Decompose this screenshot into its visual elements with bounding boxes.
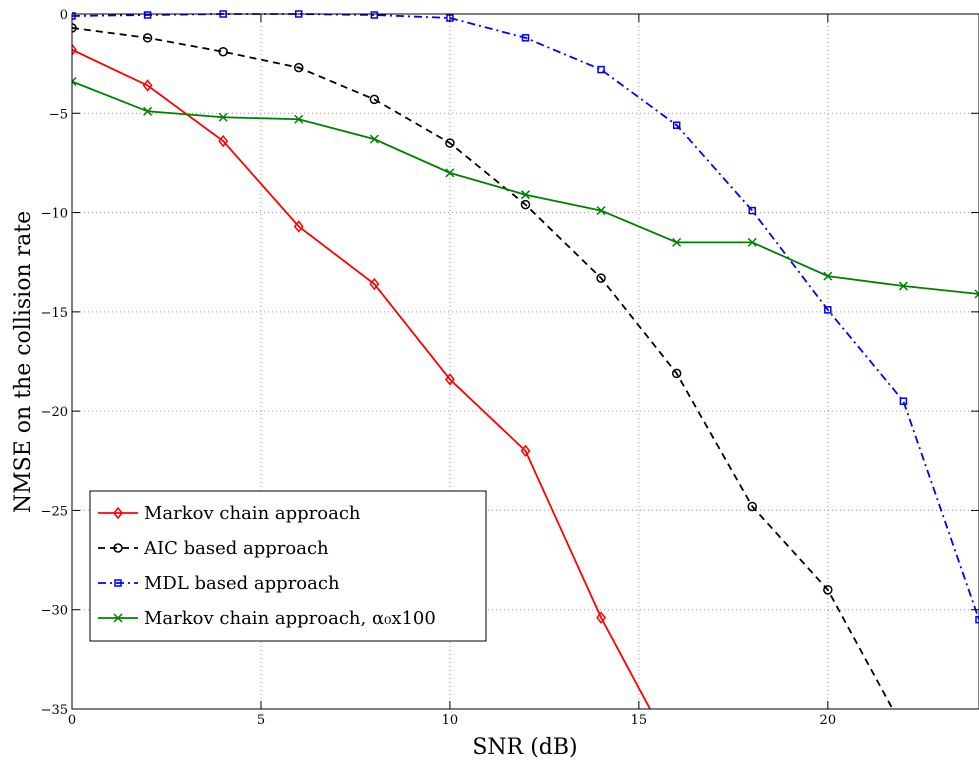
data-point-diamond: [72, 43, 77, 56]
data-point-square: [521, 34, 530, 42]
legend-label: Markov chain approach: [144, 503, 361, 524]
data-point-square: [143, 11, 152, 19]
series-line: [72, 27, 894, 709]
data-point-x: [113, 613, 123, 623]
data-point-x: [445, 168, 455, 178]
y-tick-label: −35: [41, 703, 68, 718]
data-point-diamond: [520, 444, 531, 458]
data-point-x-stroke: [974, 289, 979, 296]
series-4: [72, 76, 979, 299]
x-tick-label: 5: [257, 713, 265, 728]
x-tick-label: 10: [442, 713, 459, 728]
data-point-x-stroke: [369, 134, 379, 144]
data-point-circle: [113, 543, 123, 553]
legend: Markov chain approach AIC based approach M…: [89, 490, 487, 642]
data-point-diamond: [142, 79, 153, 92]
data-point-circle: [294, 62, 304, 73]
data-point-square: [672, 121, 681, 129]
data-point-circle: [747, 501, 757, 512]
data-point-square: [370, 11, 379, 19]
data-point-circle: [142, 33, 153, 43]
data-point-x-stroke: [445, 168, 455, 178]
data-point-square: [975, 615, 979, 624]
data-point-x: [520, 190, 531, 200]
data-point-x-stroke: [672, 237, 682, 247]
data-point-diamond: [218, 134, 229, 148]
data-point-x-stroke: [113, 613, 123, 623]
data-point-circle: [823, 585, 833, 595]
data-point-x-stroke: [72, 76, 77, 83]
legend-label: MDL based approach: [144, 573, 340, 594]
series-line: [72, 48, 652, 709]
y-tick-label: −25: [41, 504, 68, 519]
data-point-x-stroke: [823, 271, 833, 281]
data-point-diamond: [113, 506, 123, 520]
data-point-x: [294, 114, 304, 124]
legend-entry: MDL based approach: [98, 573, 340, 594]
data-point-x: [747, 237, 757, 247]
data-point-square: [114, 579, 122, 587]
data-point-x: [218, 112, 228, 122]
data-point-x: [369, 134, 379, 144]
data-point-x: [823, 271, 833, 281]
legend-entry: Markov chain approach: [98, 503, 361, 524]
legend-entry: AIC based approach: [98, 538, 329, 559]
data-point-square: [748, 206, 756, 215]
data-point-x: [898, 281, 908, 291]
data-point-circle: [218, 46, 228, 57]
ticks: 0 5 10 15 20 0 −5 −10 −15 −20 −25 −30 −35: [41, 8, 979, 728]
data-point-diamond: [293, 220, 304, 233]
legend-box: [89, 490, 487, 642]
x-tick-label: 0: [68, 713, 76, 728]
y-tick-label: −10: [41, 207, 68, 222]
data-point-square: [597, 65, 605, 74]
data-point-square: [899, 397, 908, 405]
data-point-x-stroke: [72, 80, 77, 87]
y-tick-label: −15: [41, 306, 68, 321]
series-2: [72, 23, 894, 709]
data-point-x: [72, 76, 77, 87]
data-point-x: [596, 206, 606, 216]
legend-entry: Markov chain approach, α₀x100: [98, 608, 436, 629]
axes-box: [71, 13, 979, 710]
x-tick-label: 15: [631, 713, 648, 728]
data-point-x: [143, 106, 153, 116]
data-point-x-stroke: [218, 112, 228, 122]
y-tick-label: −5: [49, 107, 68, 122]
data-point-x-stroke: [898, 281, 908, 291]
data-point-circle: [596, 273, 606, 283]
data-point-x-stroke: [974, 292, 979, 299]
data-point-x: [974, 289, 979, 299]
legend-label: AIC based approach: [143, 538, 329, 559]
data-point-x-stroke: [747, 237, 757, 247]
data-point-diamond: [444, 373, 455, 386]
data-point-circle: [445, 138, 455, 148]
y-tick-label: −20: [41, 405, 68, 420]
x-tick-label: 20: [820, 713, 837, 728]
y-axis-label: NMSE on the collision rate: [11, 211, 36, 513]
axes: [71, 13, 979, 710]
data-point-square: [824, 306, 832, 314]
data-point-diamond: [369, 277, 380, 291]
data-point-circle: [72, 23, 77, 33]
legend-label: Markov chain approach, α₀x100: [144, 608, 436, 629]
data-point-x-stroke: [520, 190, 531, 200]
data-point-x: [672, 237, 682, 247]
data-point-x-stroke: [143, 106, 153, 116]
y-tick-label: 0: [60, 8, 68, 23]
data-point-circle: [671, 368, 682, 379]
data-point-circle: [369, 94, 380, 105]
data-point-x-stroke: [596, 206, 606, 216]
data-point-circle: [520, 199, 531, 210]
x-axis-label: SNR (dB): [472, 735, 577, 760]
data-point-square: [72, 12, 76, 20]
data-point-diamond: [596, 611, 607, 624]
data-point-x-stroke: [294, 114, 304, 124]
series-1: [72, 43, 652, 709]
y-tick-label: −30: [41, 604, 68, 619]
